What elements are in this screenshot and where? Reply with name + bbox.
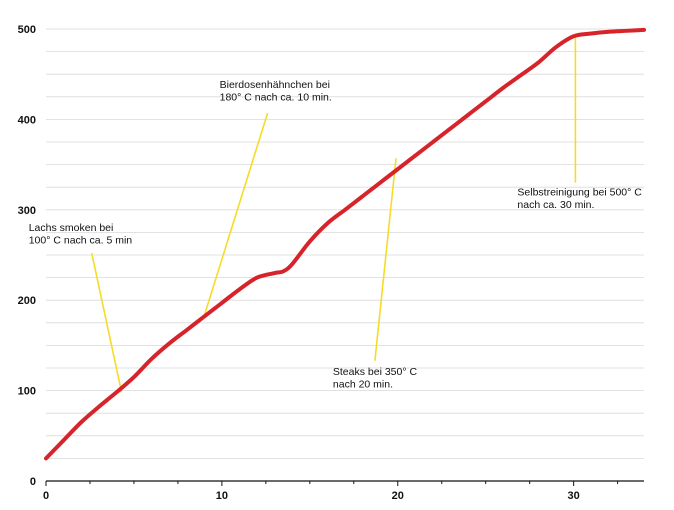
annotation-text-line: Steaks bei 350° C: [333, 366, 418, 378]
gridlines: [46, 28, 644, 459]
annotation-callout-line-2: [374, 158, 397, 361]
y-tick-label-100: 100: [18, 386, 36, 398]
annotation-callout-line-0: [90, 253, 123, 393]
annotation-text-line: nach 20 min.: [333, 378, 393, 390]
series-line-0: [44, 27, 646, 461]
annotation-callout-line-1: [203, 112, 269, 316]
annotation-text-1: Bierdosenhähnchen bei 180° C nach ca. 10 …: [220, 79, 332, 104]
annotation-texts: Lachs smoken bei 100° C nach ca. 5 min Bie…: [29, 79, 643, 390]
annotation-text-line: Selbstreinigung bei 500° C: [517, 187, 642, 199]
y-tick-label-400: 400: [18, 114, 36, 126]
annotation-text-line: 100° C nach ca. 5 min: [29, 235, 133, 247]
annotation-text-0: Lachs smoken bei 100° C nach ca. 5 min: [29, 222, 133, 247]
x-tick-label-0: 0: [43, 490, 49, 502]
annotation-callout-lines: [90, 36, 577, 393]
x-tick-label-10: 10: [216, 490, 228, 502]
x-tick-label-30: 30: [568, 490, 580, 502]
data-series: [44, 27, 646, 461]
annotation-text-line: Lachs smoken bei: [29, 222, 114, 234]
x-tick-label-20: 20: [392, 490, 404, 502]
annotation-text-line: 180° C nach ca. 10 min.: [220, 92, 332, 104]
y-tick-label-200: 200: [18, 295, 36, 307]
y-tick-label-300: 300: [18, 205, 36, 217]
y-tick-label-0: 0: [30, 476, 36, 488]
y-tick-label-500: 500: [18, 24, 36, 36]
annotation-text-line: Bierdosenhähnchen bei: [220, 79, 330, 91]
annotation-text-line: nach ca. 30 min.: [517, 199, 594, 211]
axes: [45, 480, 644, 486]
